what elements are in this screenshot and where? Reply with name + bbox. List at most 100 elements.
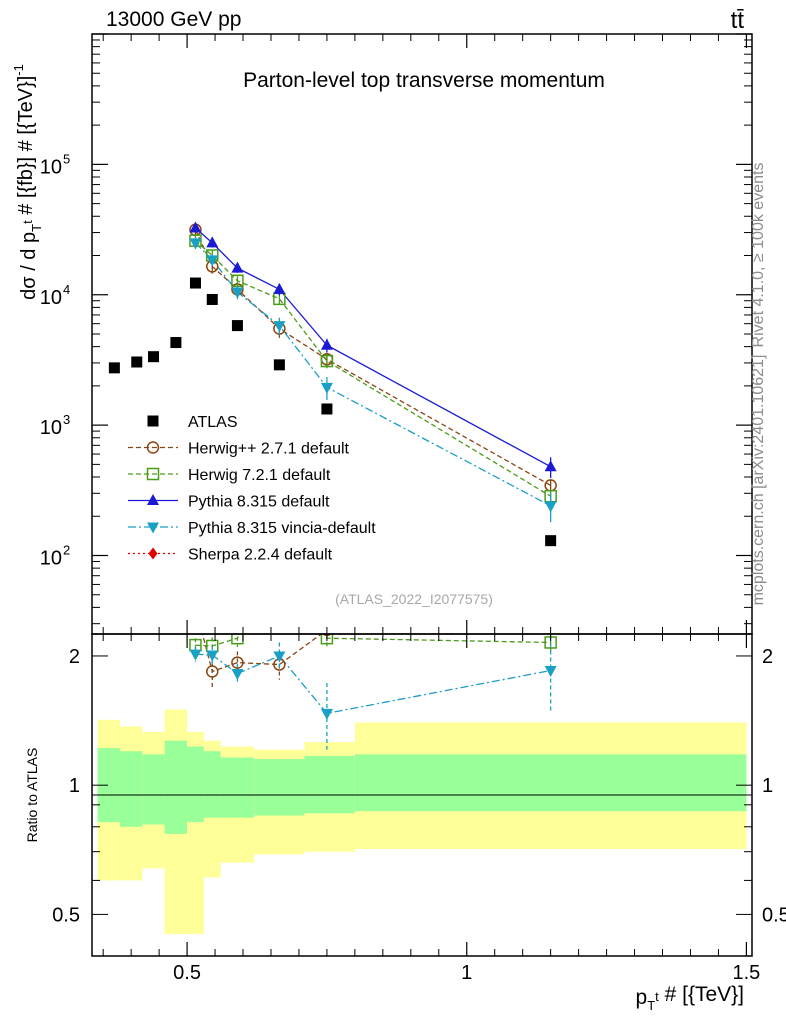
ratio-tick-label-right: 1 bbox=[762, 775, 773, 797]
ratio-point-herwig-2-7-1-default bbox=[231, 656, 244, 669]
legend-marker bbox=[146, 441, 160, 454]
x-tick-label: 1.5 bbox=[733, 962, 761, 984]
ratio-tick-label-right: 2 bbox=[762, 646, 773, 668]
main-lines bbox=[194, 227, 551, 507]
ratio-band-inner-bin bbox=[254, 759, 305, 816]
data-point-pythia-8-315-default bbox=[189, 221, 202, 233]
y-tick-label: 10 bbox=[40, 287, 62, 309]
ratio-markers bbox=[189, 563, 557, 750]
legend-marker bbox=[147, 522, 159, 534]
ratio-point-herwig-2-7-1-default bbox=[190, 602, 201, 613]
ratio-band-inner-bin bbox=[187, 746, 204, 823]
data-point-pythia-8-315-vincia-default bbox=[320, 382, 333, 394]
legend-item: Pythia 8.315 vincia-default bbox=[128, 520, 376, 537]
header-left: 13000 GeV pp bbox=[106, 8, 241, 31]
y-tick-exponent: 5 bbox=[63, 151, 70, 166]
data-point-atlas bbox=[131, 356, 143, 368]
legend-marker bbox=[148, 547, 158, 560]
ratio-frame bbox=[91, 633, 753, 957]
legend-label: Herwig++ 2.7.1 default bbox=[188, 441, 350, 458]
data-point-pythia-8-315-vincia-default bbox=[189, 238, 202, 250]
ratio-lines bbox=[195, 634, 551, 715]
data-point-pythia-8-315-vincia-default bbox=[231, 287, 244, 299]
legend-label: Pythia 8.315 vincia-default bbox=[188, 520, 376, 537]
ratio-band-inner-bin bbox=[97, 748, 120, 823]
data-point-atlas bbox=[189, 277, 201, 289]
data-point-pythia-8-315-vincia-default bbox=[206, 255, 219, 267]
y-axis-label: dσ / d pTt # [{fb}] # [{TeV}]-1 bbox=[11, 64, 44, 300]
ratio-point-pythia-8-315-default bbox=[189, 597, 201, 608]
x-axis-title: pTt # [{TeV}] bbox=[636, 983, 745, 1013]
ratio-point-herwig-2-7-1-default bbox=[545, 598, 556, 609]
ratio-axis-title: Ratio to ATLAS bbox=[24, 748, 40, 843]
y-tick-exponent: 4 bbox=[63, 282, 70, 297]
legend-item: Herwig++ 2.7.1 default bbox=[128, 441, 350, 458]
y-tick-exponent: 2 bbox=[63, 543, 70, 558]
y-tick-label: 10 bbox=[40, 156, 62, 178]
ratio-point-pythia-8-315-vincia-default bbox=[273, 651, 286, 663]
main-markers bbox=[108, 221, 557, 547]
ratio-point-pythia-8-315-vincia-default bbox=[544, 665, 557, 677]
ratio-point-pythia-8-315-vincia-default bbox=[320, 708, 333, 720]
ratio-point-pythia-8-315-vincia-default bbox=[206, 650, 219, 662]
data-point-pythia-8-315-default bbox=[273, 282, 286, 294]
data-point-atlas bbox=[545, 535, 557, 547]
ratio-point-pythia-8-315-default bbox=[321, 568, 333, 579]
ratio-tick-label-left: 2 bbox=[69, 646, 80, 668]
legend-label: Herwig 7.2.1 default bbox=[188, 467, 331, 484]
legend-item: Sherpa 2.2.4 default bbox=[128, 547, 333, 564]
ratio-band-inner-bin bbox=[304, 755, 355, 814]
data-point-herwig-7-2-1-default bbox=[320, 354, 334, 368]
chart-title: Parton-level top transverse momentum bbox=[243, 69, 605, 92]
analysis-watermark: (ATLAS_2022_I2077575) bbox=[335, 591, 493, 607]
data-point-pythia-8-315-default bbox=[320, 338, 333, 350]
ratio-tick-label-right: 0.5 bbox=[762, 904, 786, 926]
ratio-bands bbox=[97, 709, 747, 935]
ratio-tick-label-left: 0.5 bbox=[52, 904, 80, 926]
y-tick-exponent: 3 bbox=[63, 412, 70, 427]
series-line-pythia-8-315-default bbox=[195, 227, 551, 468]
ratio-point-pythia-8-315-default bbox=[231, 589, 243, 600]
legend-marker bbox=[146, 467, 160, 481]
ratio-point-pythia-8-315-vincia-default bbox=[189, 649, 202, 661]
rivet-label: Rivet 4.1.0, ≥ 100k events bbox=[750, 163, 767, 348]
ratio-point-pythia-8-315-default bbox=[206, 592, 218, 603]
y-axis-title: dσ / d pTt # [{fb}] # [{TeV}]-1 bbox=[11, 64, 44, 300]
legend-label: Sherpa 2.2.4 default bbox=[188, 547, 333, 564]
data-point-pythia-8-315-default bbox=[544, 460, 557, 472]
data-point-atlas bbox=[206, 293, 218, 305]
ratio-band-inner-bin bbox=[220, 757, 255, 818]
data-point-atlas bbox=[170, 337, 182, 349]
mcplots-label: mcplots.cern.ch [arXiv:2401.10621] bbox=[750, 355, 767, 606]
ratio-line-herwig-2-7-1-default bbox=[201, 634, 323, 673]
data-point-atlas bbox=[108, 362, 120, 374]
data-point-atlas bbox=[231, 320, 243, 332]
ratio-tick-label-left: 1 bbox=[69, 775, 80, 797]
legend-label: Pythia 8.315 default bbox=[188, 494, 330, 511]
legend-marker bbox=[147, 415, 159, 427]
data-point-pythia-8-315-default bbox=[231, 261, 244, 273]
ratio-line-pythia-8-315-vincia-default bbox=[195, 653, 551, 715]
legend-item: Pythia 8.315 default bbox=[128, 494, 330, 511]
legend-marker bbox=[147, 494, 159, 505]
data-point-atlas bbox=[273, 359, 285, 371]
y-tick-label: 10 bbox=[40, 417, 62, 439]
main-frame bbox=[91, 33, 753, 635]
data-point-pythia-8-315-default bbox=[206, 236, 219, 248]
ratio-band-inner-bin bbox=[203, 751, 221, 818]
ratio-point-pythia-8-315-vincia-default bbox=[231, 669, 244, 681]
legend-label: ATLAS bbox=[188, 414, 238, 431]
data-point-pythia-8-315-vincia-default bbox=[273, 321, 286, 333]
ratio-band-inner-bin bbox=[354, 754, 747, 812]
ratio-point-herwig-2-7-1-default bbox=[206, 665, 219, 678]
ratio-point-herwig-7-2-1-default bbox=[274, 563, 285, 574]
x-tick-label: 1 bbox=[461, 962, 472, 984]
data-point-atlas bbox=[148, 351, 160, 363]
ratio-band-inner-bin bbox=[164, 740, 188, 834]
series-line-herwig-7-2-1-default bbox=[195, 240, 551, 497]
data-point-atlas bbox=[321, 403, 333, 415]
series-markers bbox=[108, 221, 557, 750]
